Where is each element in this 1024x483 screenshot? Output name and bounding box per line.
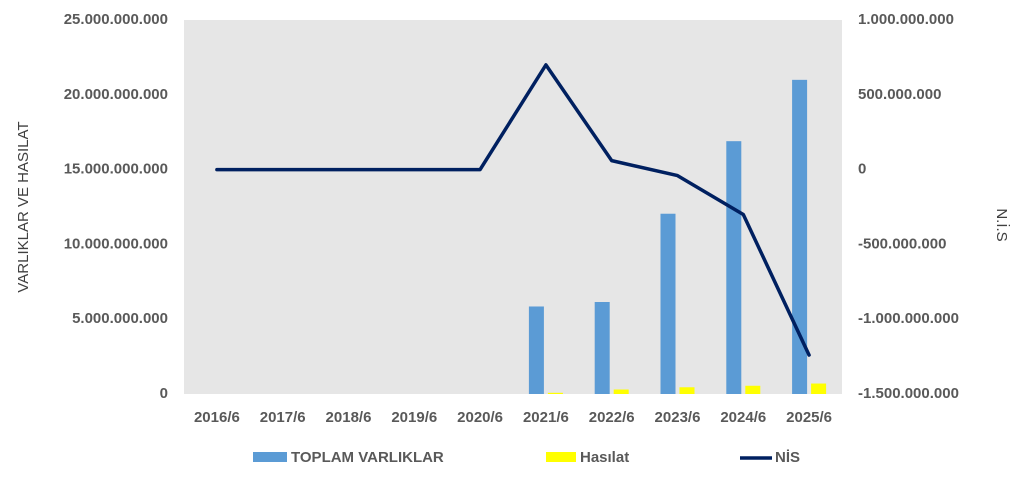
- bar-revenue-2023-6: [679, 387, 695, 394]
- left-tick-label: 20.000.000.000: [64, 86, 168, 103]
- x-tick-label: 2022/6: [589, 409, 635, 426]
- right-tick-label: -1.000.000.000: [858, 310, 959, 327]
- bars-layer: [528, 79, 827, 394]
- plot-area: [184, 20, 842, 394]
- x-axis-ticks: 2016/6 2017/6 2018/6 2019/6 2020/6 2021/6 2022…: [194, 409, 832, 426]
- bar-revenue-2022-6: [613, 389, 629, 394]
- line-layer: [215, 63, 811, 357]
- bar-revenue-2021-6: [547, 392, 563, 394]
- right-tick-label: -500.000.000: [858, 235, 946, 252]
- left-axis-ticks: 0 5.000.000.000 10.000.000.000 15.000.000.0…: [64, 11, 168, 402]
- left-axis-title: VARLIKLAR VE HASILAT: [15, 121, 32, 292]
- right-axis-ticks: -1.500.000.000 -1.000.000.000 -500.000.000…: [858, 11, 959, 402]
- x-tick-label: 2023/6: [655, 409, 701, 426]
- legend: TOPLAM VARLIKLAR Hasılat NİS: [253, 449, 800, 466]
- right-tick-label: 500.000.000: [858, 86, 941, 103]
- left-tick-label: 15.000.000.000: [64, 161, 168, 178]
- left-tick-label: 5.000.000.000: [72, 310, 168, 327]
- bar-revenue-2025-6: [811, 383, 827, 394]
- legend-swatch-revenue: [546, 452, 576, 462]
- right-axis-title: N.İ.S: [993, 208, 1011, 241]
- x-tick-label: 2025/6: [786, 409, 832, 426]
- left-tick-label: 10.000.000.000: [64, 235, 168, 252]
- x-tick-label: 2016/6: [194, 409, 240, 426]
- bar-revenue-2024-6: [745, 385, 761, 394]
- right-tick-label: 1.000.000.000: [858, 11, 954, 28]
- legend-label-net-income: NİS: [775, 449, 800, 466]
- x-tick-label: 2021/6: [523, 409, 569, 426]
- right-tick-label: -1.500.000.000: [858, 385, 959, 402]
- x-tick-label: 2024/6: [720, 409, 766, 426]
- bar-total-assets-2022-6: [594, 302, 610, 394]
- x-tick-label: 2019/6: [391, 409, 437, 426]
- x-tick-label: 2017/6: [260, 409, 306, 426]
- right-tick-label: 0: [858, 161, 866, 178]
- legend-label-total-assets: TOPLAM VARLIKLAR: [291, 449, 444, 466]
- legend-swatch-total-assets: [253, 452, 287, 462]
- bar-total-assets-2024-6: [726, 141, 742, 394]
- x-tick-label: 2020/6: [457, 409, 503, 426]
- bar-total-assets-2025-6: [792, 79, 808, 394]
- left-tick-label: 0: [160, 385, 168, 402]
- left-tick-label: 25.000.000.000: [64, 11, 168, 28]
- legend-label-revenue: Hasılat: [580, 449, 629, 466]
- x-tick-label: 2018/6: [326, 409, 372, 426]
- bar-total-assets-2023-6: [660, 213, 676, 394]
- line-net-income: [215, 63, 811, 357]
- bar-total-assets-2021-6: [528, 306, 544, 394]
